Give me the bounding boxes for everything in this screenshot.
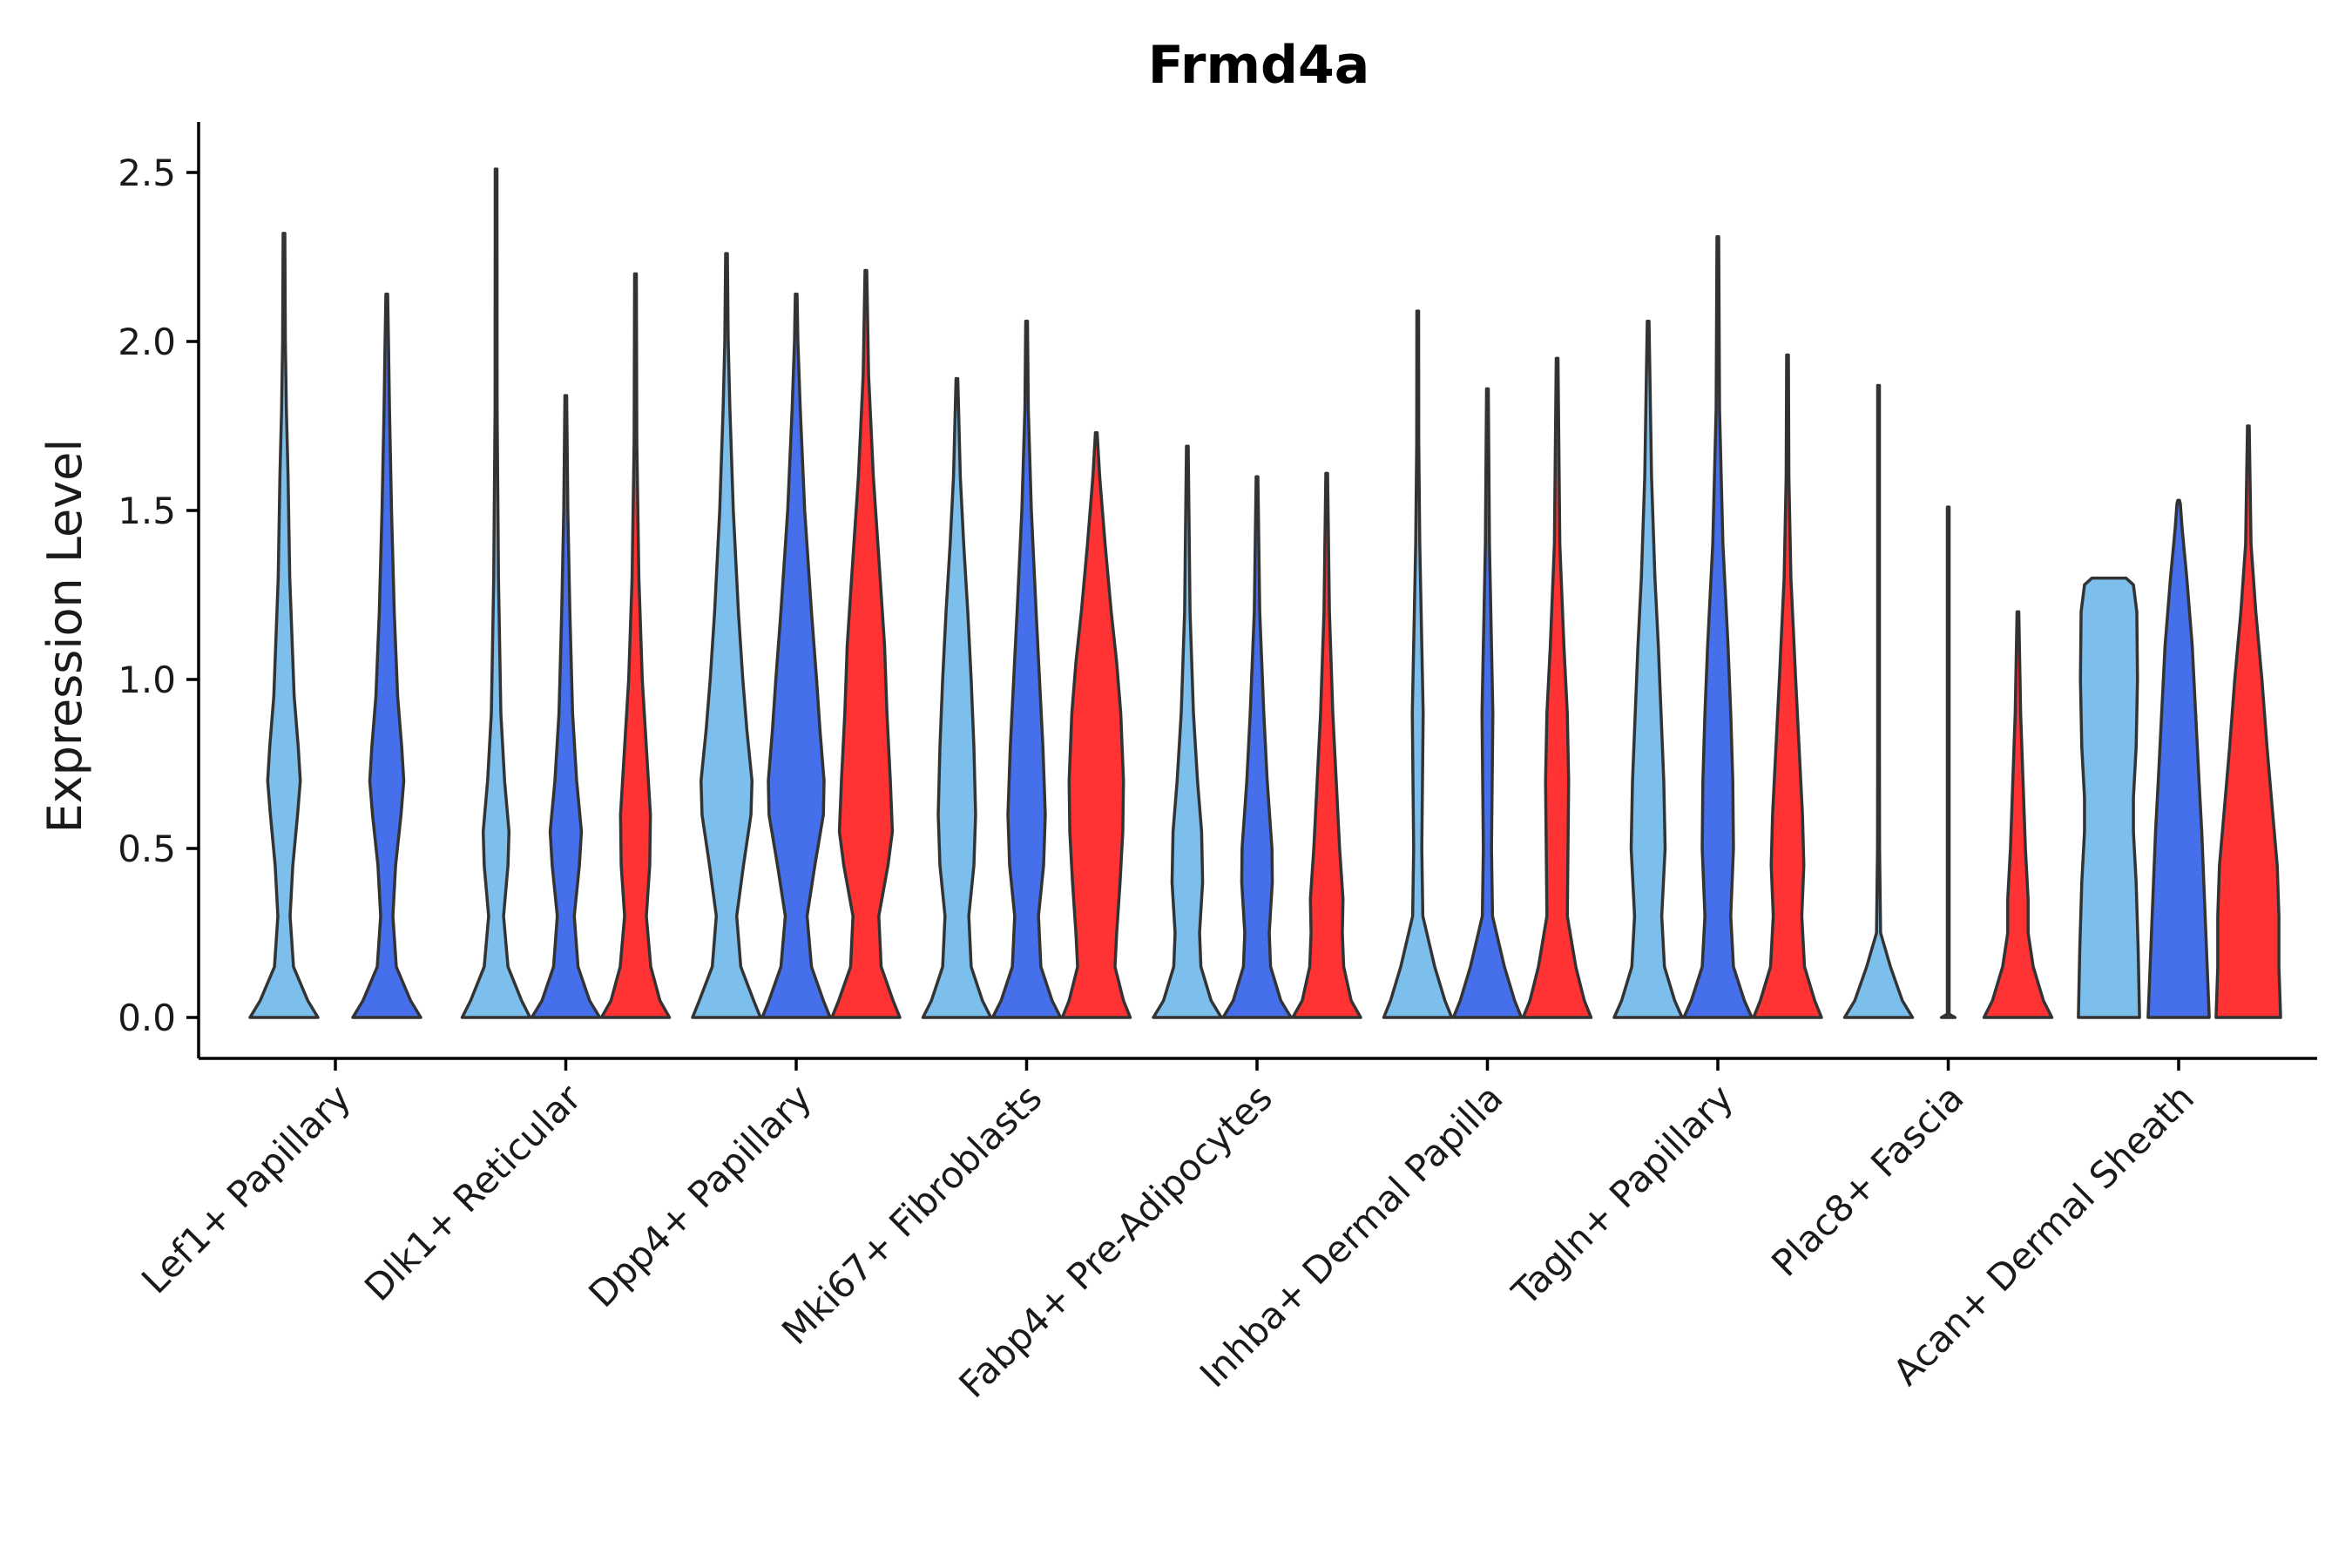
violin-blue <box>1451 387 1524 1019</box>
violin-light_blue <box>1612 319 1684 1019</box>
violin-light_blue <box>1842 383 1915 1019</box>
x-category-label: Dpp4+ Papillary <box>580 1076 820 1315</box>
x-category-label: Plac8+ Fascia <box>1763 1076 1971 1284</box>
violin-red <box>599 272 672 1019</box>
violin-red <box>830 268 902 1019</box>
violin-blue <box>1682 234 1754 1019</box>
violin-group <box>1612 234 1823 1019</box>
violin-group <box>921 319 1132 1019</box>
y-axis: 0.0 0.5 1.0 1.5 2.0 2.5 <box>118 122 200 1058</box>
violin-group <box>248 232 422 1019</box>
violin-red <box>1982 610 2054 1019</box>
x-category-label: Dlk1+ Reticular <box>356 1076 590 1309</box>
violin-red <box>1291 471 1362 1019</box>
y-tick-label: 2.0 <box>118 321 176 363</box>
y-tick-label: 0.0 <box>118 997 176 1039</box>
violin-light_blue <box>2077 576 2141 1019</box>
violin-group <box>2077 424 2282 1019</box>
violin-blue <box>1939 505 1957 1019</box>
violin-light_blue <box>691 252 762 1019</box>
x-category-label: Tagln+ Papillary <box>1504 1076 1741 1314</box>
violin-group <box>1382 309 1593 1019</box>
violin-group <box>1152 444 1362 1019</box>
y-axis-title: Expression Level <box>37 439 92 834</box>
y-tick-label: 2.5 <box>118 152 176 194</box>
x-category-label: Lef1+ Papillary <box>133 1076 359 1301</box>
violin-blue <box>351 292 422 1019</box>
violin-red <box>1060 431 1132 1019</box>
violin-blue <box>2146 498 2211 1019</box>
y-tick-label: 0.5 <box>118 828 176 870</box>
violin-red <box>1521 356 1593 1019</box>
violin-group <box>691 252 902 1019</box>
violin-light_blue <box>248 232 320 1019</box>
x-category-label: Mki67+ Fibroblasts <box>774 1076 1050 1352</box>
violin-blue <box>760 292 832 1019</box>
chart-title: Frmd4a <box>1148 35 1369 96</box>
violin-blue <box>1221 475 1293 1019</box>
y-tick-label: 1.0 <box>118 659 176 701</box>
plot-area <box>248 167 2282 1019</box>
violin-light_blue <box>1382 309 1454 1019</box>
y-tick-label: 1.5 <box>118 490 176 532</box>
violin-group <box>1842 383 2054 1019</box>
violin-blue <box>990 319 1063 1019</box>
violin-light_blue <box>460 167 532 1019</box>
violin-red <box>2214 424 2282 1019</box>
violin-light_blue <box>921 376 993 1019</box>
violin-red <box>1752 353 1823 1019</box>
violin-light_blue <box>1152 444 1223 1019</box>
violin-group <box>460 167 672 1019</box>
violin-blue <box>530 394 602 1019</box>
